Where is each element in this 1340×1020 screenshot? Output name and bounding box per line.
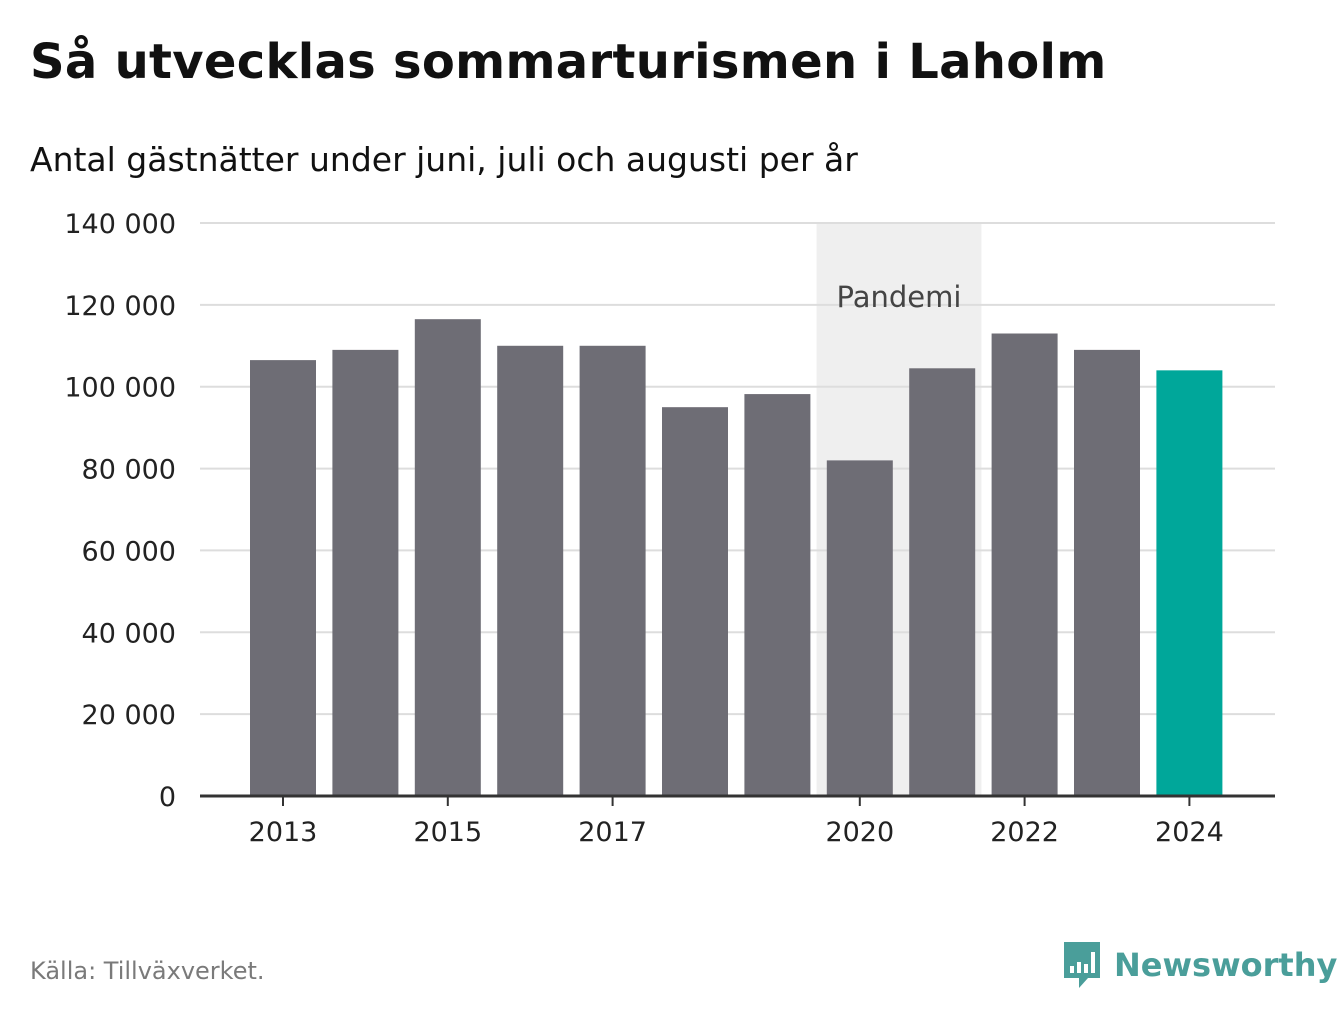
y-tick-label: 60 000 xyxy=(82,536,176,567)
brand-logo: Newsworthy xyxy=(1062,940,1337,990)
y-tick-label: 140 000 xyxy=(64,209,176,240)
y-tick-label: 80 000 xyxy=(82,455,176,486)
pandemic-label: Pandemi xyxy=(837,280,962,314)
y-tick-label: 120 000 xyxy=(64,291,176,322)
x-tick-label: 2022 xyxy=(990,817,1059,848)
brand-name: Newsworthy xyxy=(1114,946,1338,984)
source-note: Källa: Tillväxverket. xyxy=(30,957,265,985)
bar-2023 xyxy=(1074,349,1140,796)
bar-2022 xyxy=(991,333,1058,796)
newsworthy-logo-icon xyxy=(1064,942,1100,988)
y-tick-label: 40 000 xyxy=(82,618,176,649)
x-tick-label: 2020 xyxy=(825,817,894,848)
bar-2016 xyxy=(497,345,564,796)
bar-2015 xyxy=(414,319,481,796)
bar-2018 xyxy=(662,407,728,796)
x-tick-label: 2013 xyxy=(249,817,318,848)
bar-chart: 0 20 000 40 000 60 000 80 000 100 000 120 000 1… xyxy=(64,209,1275,848)
bar-2024 xyxy=(1156,370,1223,796)
y-tick-label: 100 000 xyxy=(64,373,176,404)
bar-2014 xyxy=(332,349,399,796)
bar-2017 xyxy=(579,345,646,796)
bar-2020 xyxy=(826,460,893,796)
chart-subtitle: Antal gästnätter under juni, juli och au… xyxy=(30,140,858,179)
bar-2021 xyxy=(909,368,976,796)
chart-title: Så utvecklas sommarturismen i Laholm xyxy=(30,34,1107,90)
y-tick-label: 0 xyxy=(159,782,176,813)
y-tick-label: 20 000 xyxy=(82,700,176,731)
bar-2019 xyxy=(744,394,811,796)
x-tick-label: 2024 xyxy=(1155,817,1224,848)
bar-2013 xyxy=(250,360,316,796)
x-tick-label: 2015 xyxy=(413,817,482,848)
x-tick-label: 2017 xyxy=(578,817,647,848)
